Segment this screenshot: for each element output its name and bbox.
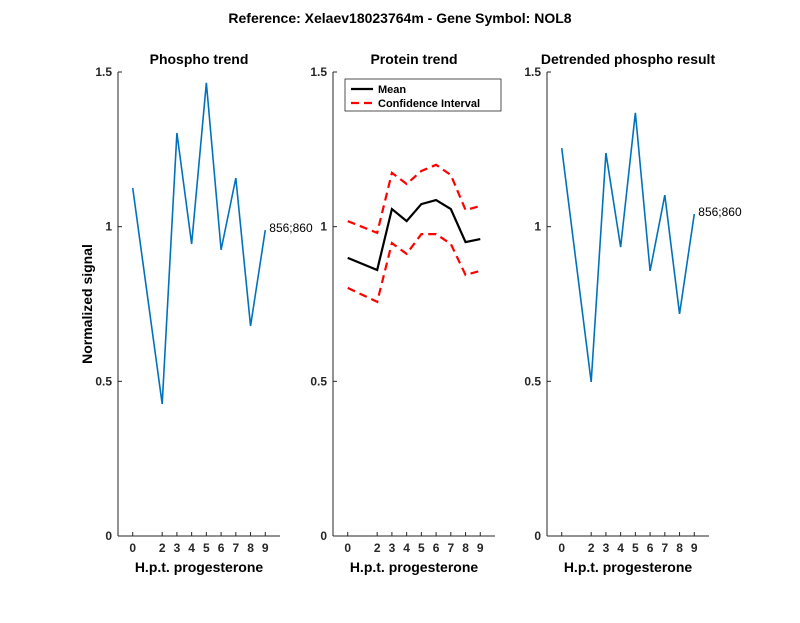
x-tick-label: 8 xyxy=(462,541,469,555)
panel-title: Phospho trend xyxy=(150,51,249,67)
figure-title: Reference: Xelaev18023764m - Gene Symbol… xyxy=(228,10,571,26)
y-tick-label: 1 xyxy=(320,220,327,234)
x-tick-label: 0 xyxy=(558,541,565,555)
x-axis-label: H.p.t. progesterone xyxy=(135,559,264,575)
legend-entry-ci: Confidence Interval xyxy=(378,98,480,110)
x-tick-label: 2 xyxy=(588,541,595,555)
x-tick-label: 9 xyxy=(262,541,269,555)
x-tick-label: 3 xyxy=(389,541,396,555)
y-tick-label: 0.5 xyxy=(524,374,541,388)
series-annotation: 856;860 xyxy=(698,205,742,219)
x-axis-label: H.p.t. progesterone xyxy=(350,559,479,575)
x-tick-label: 6 xyxy=(218,541,225,555)
panel-title: Protein trend xyxy=(370,51,457,67)
x-tick-label: 7 xyxy=(232,541,239,555)
x-tick-label: 2 xyxy=(159,541,166,555)
x-tick-label: 0 xyxy=(344,541,351,555)
y-tick-label: 1.5 xyxy=(310,65,327,79)
x-tick-label: 9 xyxy=(691,541,698,555)
x-tick-label: 8 xyxy=(247,541,254,555)
y-tick-label: 1 xyxy=(534,220,541,234)
y-tick-label: 0 xyxy=(105,529,112,543)
legend: Mean Confidence Interval xyxy=(345,79,501,111)
y-tick-label: 1.5 xyxy=(524,65,541,79)
y-tick-label: 0.5 xyxy=(310,374,327,388)
x-tick-label: 3 xyxy=(603,541,610,555)
y-tick-label: 1.5 xyxy=(95,65,112,79)
x-tick-label: 7 xyxy=(447,541,454,555)
x-tick-label: 5 xyxy=(203,541,210,555)
y-tick-label: 0 xyxy=(320,529,327,543)
x-tick-label: 8 xyxy=(676,541,683,555)
x-tick-label: 6 xyxy=(647,541,654,555)
legend-entry-mean: Mean xyxy=(378,84,406,96)
y-tick-label: 1 xyxy=(105,220,112,234)
series-line-856-860 xyxy=(562,113,695,382)
x-tick-label: 3 xyxy=(174,541,181,555)
y-axis-label: Normalized signal xyxy=(79,244,95,364)
x-tick-label: 4 xyxy=(617,541,624,555)
x-tick-label: 5 xyxy=(632,541,639,555)
series-line-confidence-interval-upper xyxy=(348,165,481,233)
panel-title: Detrended phospho result xyxy=(541,51,716,67)
x-tick-label: 2 xyxy=(374,541,381,555)
series-line-856-860 xyxy=(133,83,266,404)
y-tick-label: 0 xyxy=(534,529,541,543)
x-tick-label: 0 xyxy=(129,541,136,555)
series-line-mean xyxy=(348,200,481,270)
x-tick-label: 6 xyxy=(433,541,440,555)
x-tick-label: 4 xyxy=(188,541,195,555)
x-tick-label: 5 xyxy=(418,541,425,555)
x-tick-label: 9 xyxy=(477,541,484,555)
x-tick-label: 4 xyxy=(403,541,410,555)
x-tick-label: 7 xyxy=(661,541,668,555)
series-annotation: 856;860 xyxy=(269,221,313,235)
series-line-confidence-interval-lower xyxy=(348,234,481,302)
y-tick-label: 0.5 xyxy=(95,374,112,388)
x-axis-label: H.p.t. progesterone xyxy=(564,559,693,575)
